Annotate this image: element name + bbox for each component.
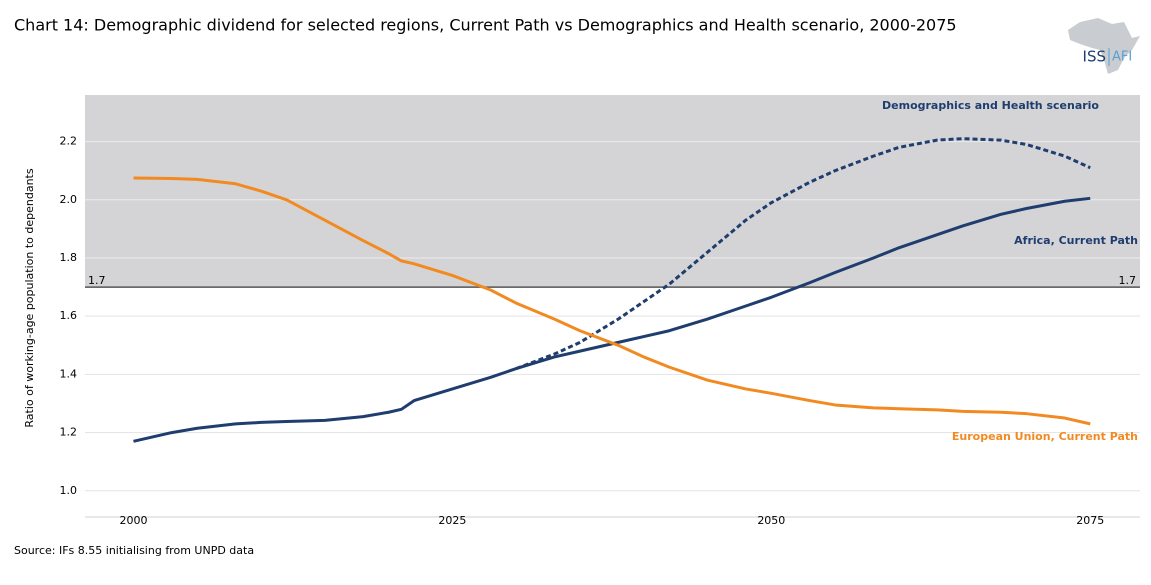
logo-text: AFI bbox=[1112, 50, 1132, 65]
x-tick-label: 2000 bbox=[119, 514, 147, 527]
series-label: Africa, Current Path bbox=[1014, 234, 1138, 247]
series-line bbox=[133, 196, 1091, 443]
series-label: Demographics and Health scenario bbox=[882, 99, 1099, 112]
logo: ISS AFI bbox=[1068, 18, 1140, 74]
series-line bbox=[515, 137, 1091, 370]
y-tick-label: 1.4 bbox=[60, 367, 78, 380]
x-tick-label: 2075 bbox=[1076, 514, 1104, 527]
chart-title: Chart 14: Demographic dividend for selec… bbox=[14, 16, 957, 35]
threshold-label: 1.7 bbox=[1119, 274, 1137, 287]
y-tick-label: 2.2 bbox=[60, 135, 78, 148]
threshold-label: 1.7 bbox=[88, 274, 106, 287]
y-tick-label: 1.6 bbox=[60, 309, 78, 322]
logo-text: ISS bbox=[1083, 48, 1106, 66]
y-axis-title: Ratio of working-age population to depen… bbox=[23, 168, 36, 427]
x-tick-label: 2050 bbox=[757, 514, 785, 527]
series-line bbox=[133, 176, 1091, 426]
y-tick-label: 1.8 bbox=[60, 251, 78, 264]
logo-map bbox=[1068, 18, 1140, 74]
y-tick-label: 1.0 bbox=[60, 484, 78, 497]
y-tick-label: 2.0 bbox=[60, 193, 78, 206]
x-tick-label: 2025 bbox=[438, 514, 466, 527]
y-tick-label: 1.2 bbox=[60, 426, 78, 439]
source: Source: IFs 8.55 initialising from UNPD … bbox=[14, 544, 254, 557]
series-label: European Union, Current Path bbox=[952, 430, 1138, 443]
